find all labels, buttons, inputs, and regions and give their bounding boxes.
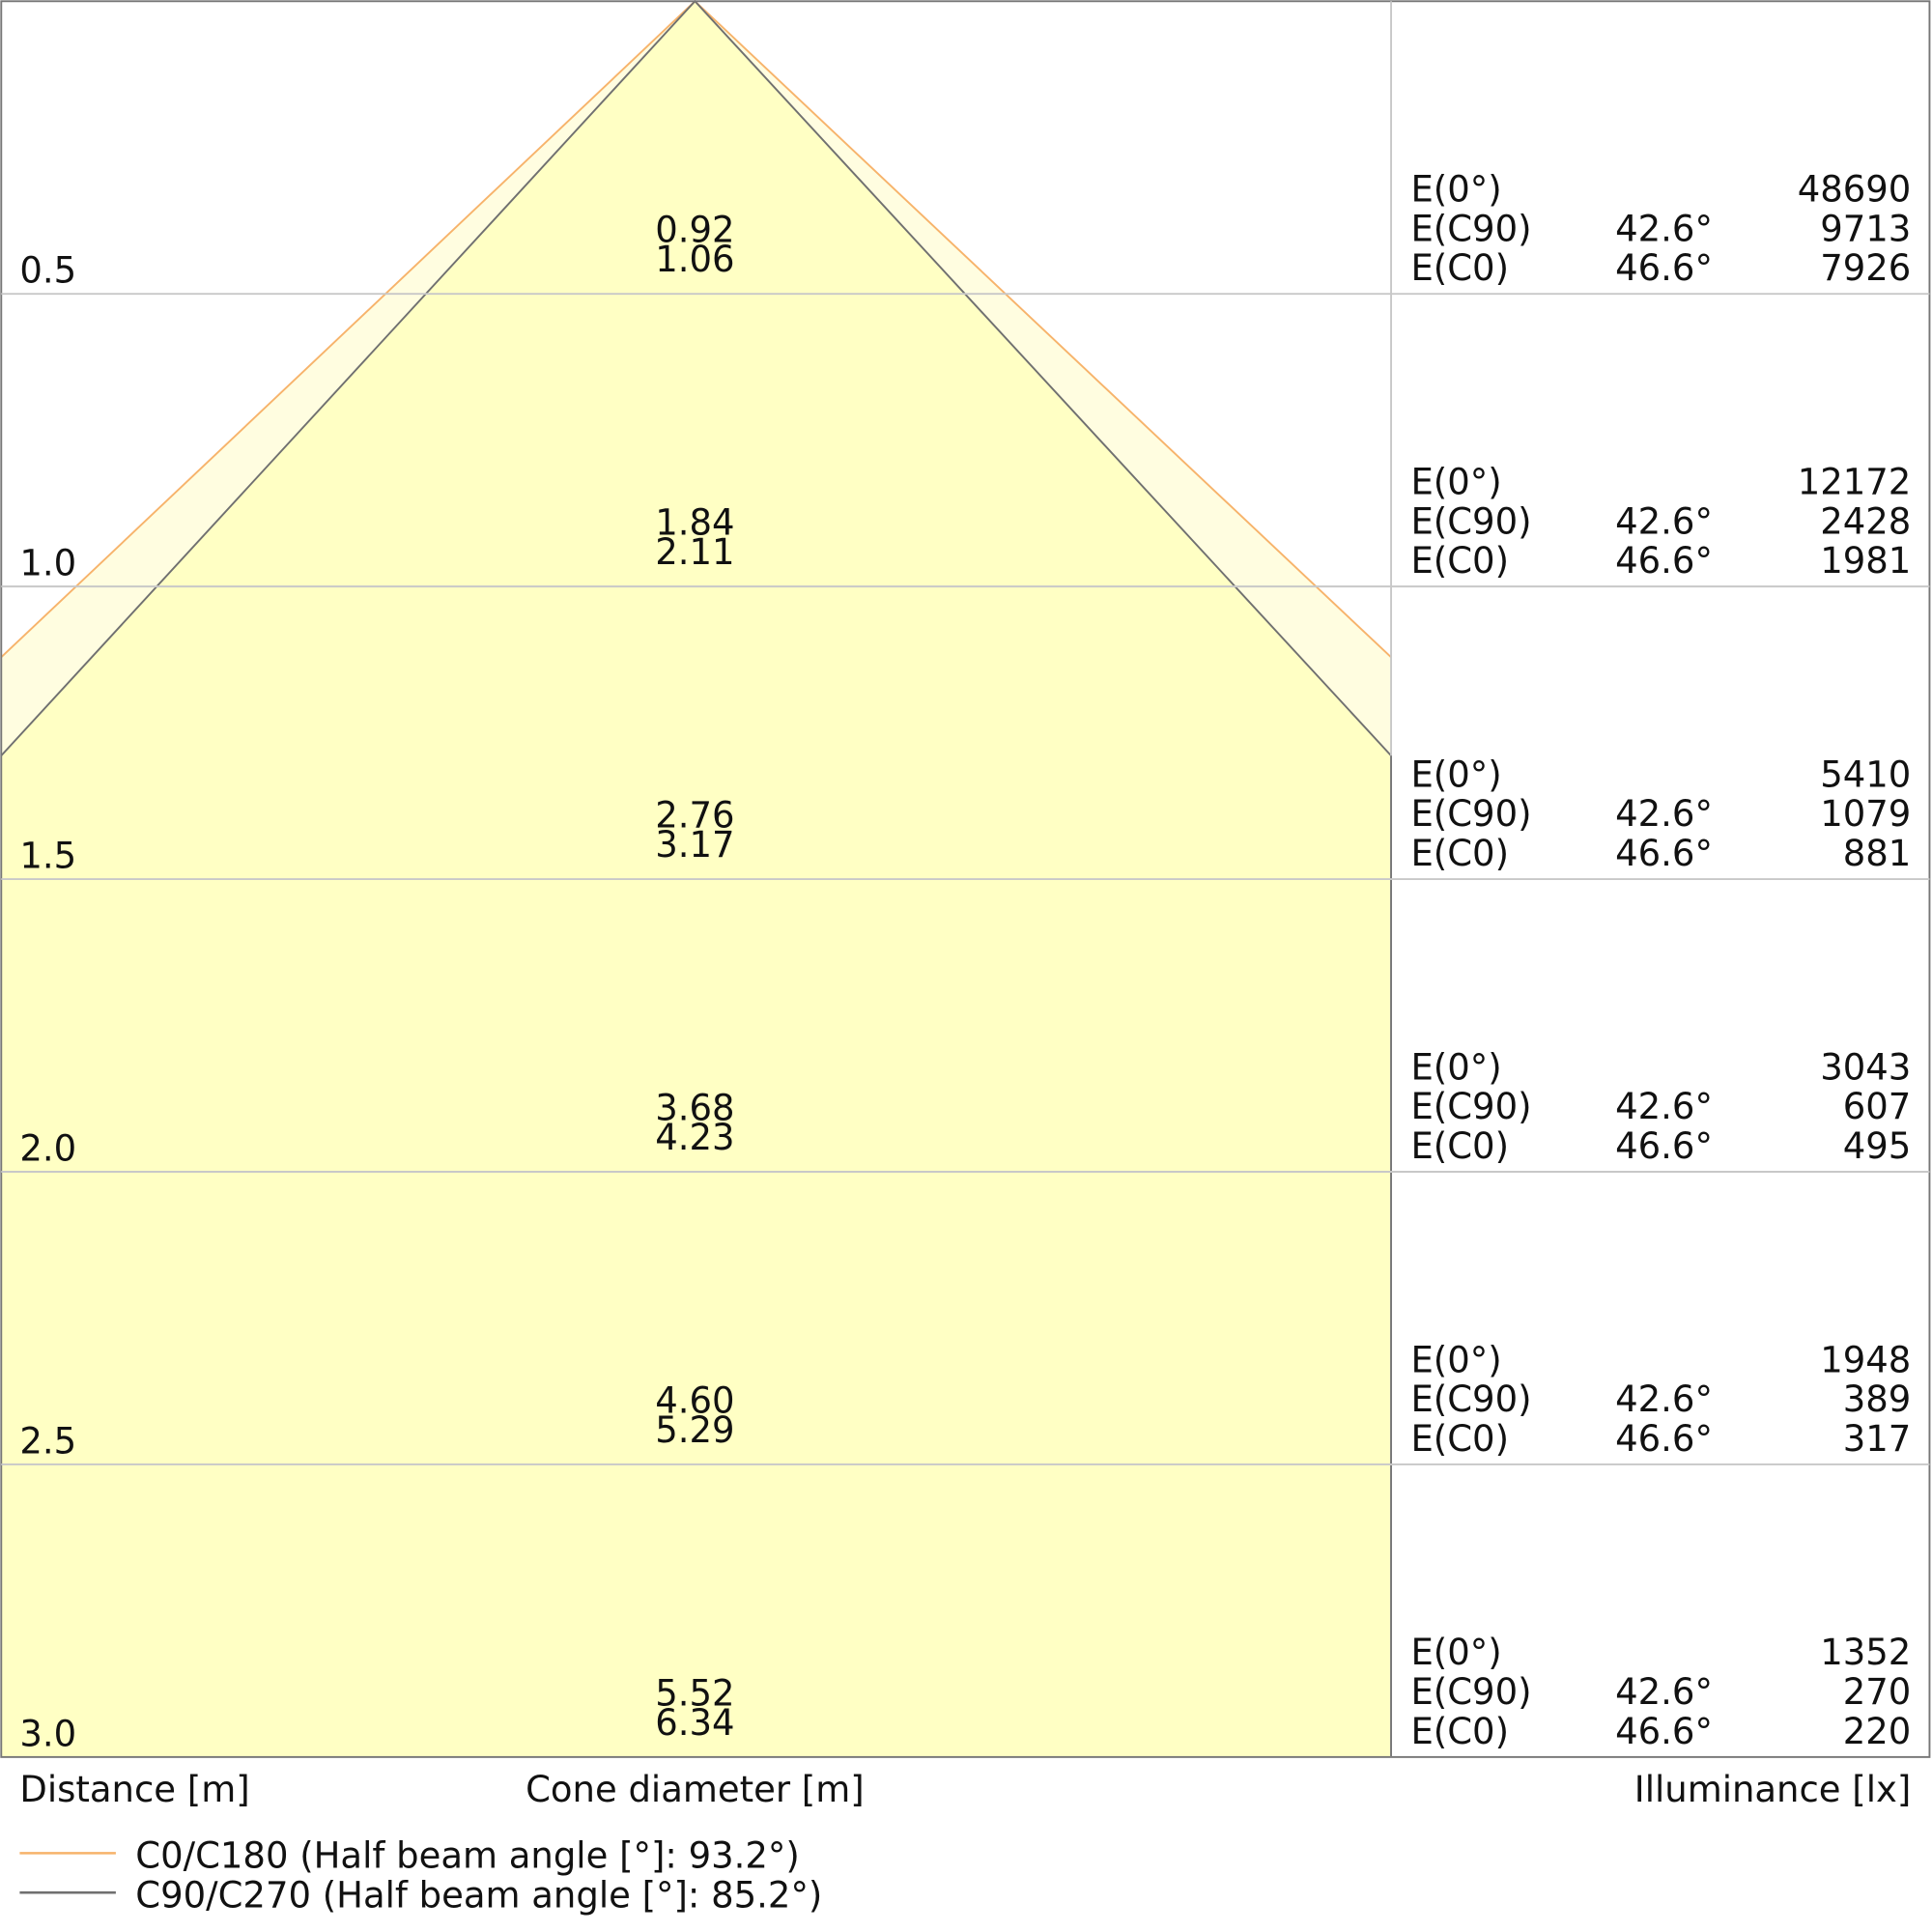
angle-c0: 46.6° <box>1615 540 1713 582</box>
distance-label: 1.0 <box>19 543 76 584</box>
illuminance-e0: 5410 <box>1820 753 1911 795</box>
angle-c0: 46.6° <box>1615 247 1713 289</box>
angle-c90: 42.6° <box>1615 208 1713 249</box>
cone-diameter-c90: 0.92 <box>655 210 734 251</box>
illuminance-e0: 1948 <box>1820 1339 1911 1380</box>
illuminance-label-e0: E(0°) <box>1410 1046 1501 1088</box>
distance-label: 0.5 <box>19 250 76 292</box>
angle-c90: 42.6° <box>1615 500 1713 542</box>
illuminance-label-ec0: E(C0) <box>1410 540 1509 582</box>
illuminance-label-ec90: E(C90) <box>1410 1378 1531 1420</box>
illuminance-label-ec90: E(C90) <box>1410 793 1531 835</box>
illuminance-label-ec0: E(C0) <box>1410 247 1509 289</box>
cone-diameter-c90: 4.60 <box>655 1379 734 1421</box>
illuminance-ec90: 607 <box>1843 1086 1912 1127</box>
cone-diameter-c90: 3.68 <box>655 1087 734 1128</box>
illuminance-ec90: 9713 <box>1820 208 1911 249</box>
angle-c0: 46.6° <box>1615 1711 1713 1752</box>
illuminance-ec0: 220 <box>1843 1711 1912 1752</box>
illuminance-ec90: 270 <box>1843 1671 1912 1713</box>
illuminance-ec90: 2428 <box>1820 500 1911 542</box>
illuminance-label-ec0: E(C0) <box>1410 1418 1509 1460</box>
illuminance-label-ec90: E(C90) <box>1410 1671 1531 1713</box>
illuminance-ec0: 881 <box>1843 833 1912 874</box>
angle-c90: 42.6° <box>1615 1378 1713 1420</box>
illuminance-ec0: 495 <box>1843 1125 1912 1167</box>
illuminance-ec0: 7926 <box>1820 247 1911 289</box>
illuminance-label-e0: E(0°) <box>1410 461 1501 502</box>
illuminance-label-ec90: E(C90) <box>1410 208 1531 249</box>
angle-c0: 46.6° <box>1615 1125 1713 1167</box>
illuminance-ec90: 1079 <box>1820 793 1911 835</box>
angle-c90: 42.6° <box>1615 1671 1713 1713</box>
x-label-distance: Distance [m] <box>19 1769 249 1810</box>
illuminance-ec0: 1981 <box>1820 540 1911 582</box>
illuminance-e0: 48690 <box>1798 169 1912 211</box>
legend-label-c0: C0/C180 (Half beam angle [°]: 93.2°) <box>135 1835 800 1877</box>
x-label-illuminance: Illuminance [lx] <box>1634 1769 1912 1810</box>
illuminance-label-ec90: E(C90) <box>1410 1086 1531 1127</box>
illuminance-label-e0: E(0°) <box>1410 1339 1501 1380</box>
x-label-cone-diameter: Cone diameter [m] <box>526 1769 865 1810</box>
illuminance-e0: 3043 <box>1820 1046 1911 1088</box>
distance-label: 2.0 <box>19 1128 76 1170</box>
cone-diameter-c0: 6.34 <box>655 1702 734 1744</box>
cone-diameter-c90: 5.52 <box>655 1672 734 1714</box>
angle-c90: 42.6° <box>1615 1086 1713 1127</box>
angle-c0: 46.6° <box>1615 1418 1713 1460</box>
cone-diameter-c0: 4.23 <box>655 1117 734 1158</box>
cone-diameter-c0: 3.17 <box>655 824 734 866</box>
distance-label: 2.5 <box>19 1420 76 1462</box>
illuminance-e0: 1352 <box>1820 1632 1911 1673</box>
illuminance-label-ec0: E(C0) <box>1410 1125 1509 1167</box>
cone-diameter-c90: 1.84 <box>655 502 734 544</box>
cone-diameter-c90: 2.76 <box>655 795 734 837</box>
illuminance-label-ec0: E(C0) <box>1410 1711 1509 1752</box>
angle-c0: 46.6° <box>1615 833 1713 874</box>
cone-diameter-c0: 5.29 <box>655 1409 734 1451</box>
angle-c90: 42.6° <box>1615 793 1713 835</box>
distance-label: 3.0 <box>19 1713 76 1754</box>
illuminance-label-e0: E(0°) <box>1410 1632 1501 1673</box>
distance-label: 1.5 <box>19 836 76 877</box>
illuminance-label-e0: E(0°) <box>1410 753 1501 795</box>
illuminance-label-e0: E(0°) <box>1410 169 1501 211</box>
illuminance-label-ec90: E(C90) <box>1410 500 1531 542</box>
cone-diameter-c0: 2.11 <box>655 531 734 573</box>
legend-label-c90: C90/C270 (Half beam angle [°]: 85.2°) <box>135 1874 822 1916</box>
cone-diameter-c0: 1.06 <box>655 239 734 280</box>
illuminance-e0: 12172 <box>1798 461 1912 502</box>
illuminance-label-ec0: E(C0) <box>1410 833 1509 874</box>
illuminance-ec0: 317 <box>1843 1418 1912 1460</box>
illuminance-ec90: 389 <box>1843 1378 1912 1420</box>
